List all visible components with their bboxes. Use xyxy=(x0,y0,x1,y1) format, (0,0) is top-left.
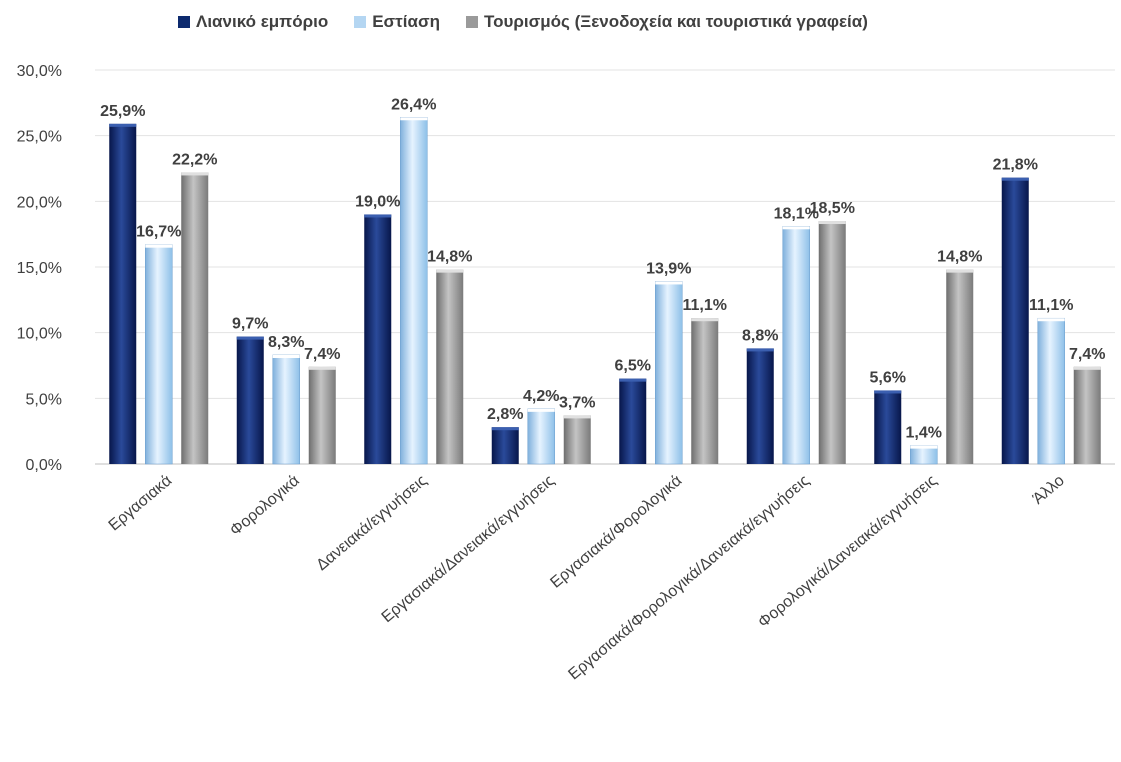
data-label: 25,9% xyxy=(100,103,145,120)
legend-swatch-dining xyxy=(354,16,367,28)
bar-top xyxy=(782,226,810,230)
legend-item-retail: Λιανικό εμπόριο xyxy=(178,12,328,32)
data-label: 11,1% xyxy=(1029,297,1073,314)
bar xyxy=(746,348,774,464)
y-tick-label: 0,0% xyxy=(26,457,62,474)
data-label: 8,3% xyxy=(268,334,304,351)
data-label: 22,2% xyxy=(172,151,217,168)
data-label: 16,7% xyxy=(136,224,181,241)
x-tick-label: Δανειακά/εγγυήσεις xyxy=(313,472,430,574)
legend: Λιανικό εμπόριο Εστίαση Τουρισμός (Ξενοδ… xyxy=(178,12,868,32)
bar xyxy=(400,117,428,465)
bar-top xyxy=(145,244,173,248)
data-label: 21,8% xyxy=(993,157,1038,174)
bar-top xyxy=(910,445,938,449)
bar xyxy=(436,269,464,464)
data-label: 14,8% xyxy=(937,249,982,266)
bar xyxy=(364,214,392,464)
bar-top xyxy=(818,221,846,225)
x-tick-label: Φορολογικά xyxy=(227,472,303,539)
bar-top xyxy=(400,117,428,121)
legend-item-dining: Εστίαση xyxy=(354,12,440,32)
bar xyxy=(946,269,974,464)
data-label: 7,4% xyxy=(1069,346,1105,363)
data-label: 11,1% xyxy=(683,297,727,314)
bar-top xyxy=(364,214,392,218)
y-tick-label: 10,0% xyxy=(17,326,62,343)
bar-top xyxy=(236,336,264,340)
bar xyxy=(308,366,336,464)
bar xyxy=(272,354,300,465)
data-label: 6,5% xyxy=(615,358,651,375)
bar xyxy=(527,408,555,465)
bar-top xyxy=(272,354,300,358)
bar xyxy=(145,244,173,465)
bar xyxy=(619,378,647,464)
data-label: 9,7% xyxy=(232,316,268,333)
bar xyxy=(563,415,591,464)
bar-top xyxy=(946,269,974,273)
x-tick-label: Άλλο xyxy=(1030,472,1068,508)
data-label: 18,1% xyxy=(774,205,819,222)
bar xyxy=(691,318,719,464)
bar-top xyxy=(1037,318,1065,322)
y-tick-label: 25,0% xyxy=(17,129,62,146)
bar-top xyxy=(691,318,719,322)
data-label: 1,4% xyxy=(906,425,942,442)
bar xyxy=(782,226,810,465)
data-label: 8,8% xyxy=(742,327,778,344)
bar-top xyxy=(436,269,464,273)
bar xyxy=(655,281,683,465)
bar-top xyxy=(746,348,774,352)
bar-top xyxy=(491,427,519,431)
y-tick-label: 5,0% xyxy=(26,391,62,408)
bar-top xyxy=(181,172,209,176)
data-label: 7,4% xyxy=(304,346,340,363)
bar-top xyxy=(1001,177,1029,181)
bar xyxy=(109,123,137,464)
data-label: 3,7% xyxy=(559,394,595,411)
data-label: 5,6% xyxy=(870,369,906,386)
data-label: 13,9% xyxy=(646,260,691,277)
data-label: 18,5% xyxy=(810,200,855,217)
data-label: 19,0% xyxy=(355,193,400,210)
bar xyxy=(818,221,846,464)
data-label: 26,4% xyxy=(391,96,436,113)
bar-top xyxy=(527,408,555,412)
bar-top xyxy=(874,390,902,394)
x-tick-label: Εργασιακά xyxy=(106,472,176,534)
bar-top xyxy=(308,366,336,370)
y-tick-label: 15,0% xyxy=(17,260,62,277)
legend-swatch-tourism xyxy=(465,16,478,28)
bar-top xyxy=(109,123,137,127)
bar xyxy=(236,336,264,464)
legend-swatch-retail xyxy=(178,16,190,28)
bar xyxy=(181,172,209,464)
bar xyxy=(1037,317,1065,465)
bar-top xyxy=(1073,366,1101,370)
x-tick-label: Εργασιακά/Φορολογικά/Δανειακά/εγγυήσεις xyxy=(565,472,813,684)
bar xyxy=(1073,366,1101,464)
y-tick-label: 30,0% xyxy=(17,63,62,80)
legend-label-dining: Εστίαση xyxy=(372,12,440,31)
data-label: 14,8% xyxy=(427,249,472,266)
legend-label-retail: Λιανικό εμπόριο xyxy=(196,12,329,31)
legend-label-tourism: Τουρισμός (Ξενοδοχεία και τουριστικά γρα… xyxy=(483,12,868,31)
data-label: 4,2% xyxy=(523,388,559,405)
y-tick-label: 20,0% xyxy=(17,194,62,211)
bar-top xyxy=(619,378,647,382)
legend-item-tourism: Τουρισμός (Ξενοδοχεία και τουριστικά γρα… xyxy=(465,12,868,32)
x-tick-label: Εργασιακά/Φορολογικά xyxy=(547,472,685,592)
data-label: 2,8% xyxy=(487,406,523,423)
bar xyxy=(1001,177,1029,464)
bar xyxy=(874,390,902,464)
bar xyxy=(491,427,519,464)
bar-top xyxy=(655,281,683,285)
bar-top xyxy=(563,415,591,419)
